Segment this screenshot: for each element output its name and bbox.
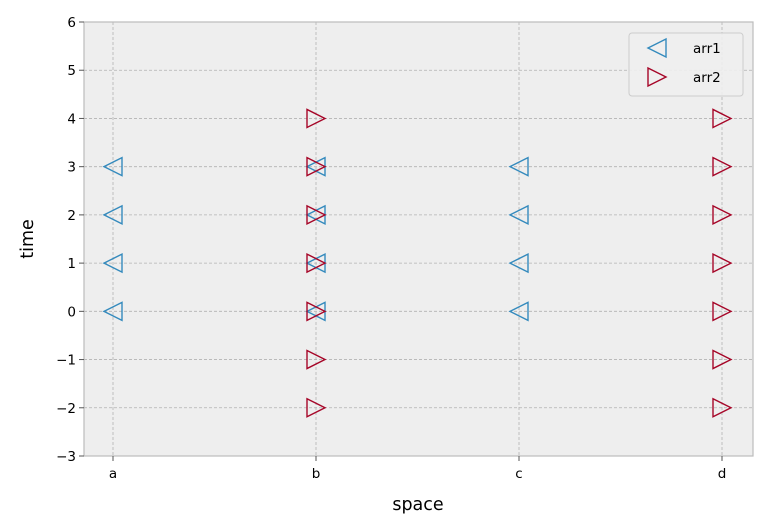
x-tick-label: d bbox=[718, 466, 727, 482]
x-tick-label: c bbox=[515, 466, 522, 482]
y-tick-label: −2 bbox=[56, 401, 76, 417]
marker-arr1 bbox=[508, 301, 529, 322]
marker-arr1 bbox=[102, 156, 123, 177]
marker-arr1 bbox=[102, 204, 123, 226]
data-markers bbox=[102, 108, 733, 418]
marker-arr1 bbox=[102, 252, 123, 274]
marker-arr2 bbox=[306, 252, 327, 274]
legend-label-arr2: arr2 bbox=[693, 70, 721, 86]
marker-arr1 bbox=[508, 252, 529, 274]
marker-arr2 bbox=[712, 156, 733, 177]
marker-arr2 bbox=[712, 301, 733, 322]
legend-marker-arr1 bbox=[646, 37, 667, 59]
y-tick-label: 2 bbox=[67, 208, 76, 224]
y-tick-label: 3 bbox=[67, 160, 76, 176]
marker-arr2 bbox=[712, 397, 733, 418]
y-tick-label: 1 bbox=[67, 256, 76, 272]
y-tick-label: −3 bbox=[56, 449, 76, 465]
marker-arr2 bbox=[306, 108, 327, 129]
x-axis-label: space bbox=[392, 495, 443, 515]
marker-arr2 bbox=[712, 108, 733, 129]
y-tick-label: 5 bbox=[67, 63, 76, 79]
marker-arr2 bbox=[306, 397, 327, 418]
marker-arr2 bbox=[712, 252, 733, 274]
marker-arr2 bbox=[712, 349, 733, 370]
legend: arr1 arr2 bbox=[628, 32, 744, 97]
marker-arr1 bbox=[508, 156, 529, 177]
marker-arr2 bbox=[306, 349, 327, 370]
y-tick-label: −1 bbox=[56, 353, 76, 369]
y-tick-label: 6 bbox=[67, 15, 76, 31]
marker-arr2 bbox=[712, 204, 733, 226]
grid bbox=[84, 22, 753, 456]
y-tick-label: 4 bbox=[67, 111, 76, 127]
y-axis-label: time bbox=[18, 219, 38, 259]
x-tick-label: a bbox=[109, 466, 117, 482]
marker-arr2 bbox=[306, 204, 327, 226]
legend-label-arr1: arr1 bbox=[693, 41, 721, 57]
x-tick-label: b bbox=[312, 466, 321, 482]
y-tick-label: 0 bbox=[67, 304, 76, 320]
marker-arr2 bbox=[306, 301, 327, 322]
legend-box bbox=[628, 32, 744, 97]
plot-frame bbox=[83, 21, 754, 457]
axis-ticks: a b c d −3 −2 −1 0 1 2 3 4 5 6 bbox=[56, 15, 726, 482]
legend-marker-arr2 bbox=[647, 66, 668, 88]
marker-arr1 bbox=[102, 301, 123, 322]
marker-arr2 bbox=[306, 156, 327, 177]
marker-arr1 bbox=[508, 204, 529, 226]
